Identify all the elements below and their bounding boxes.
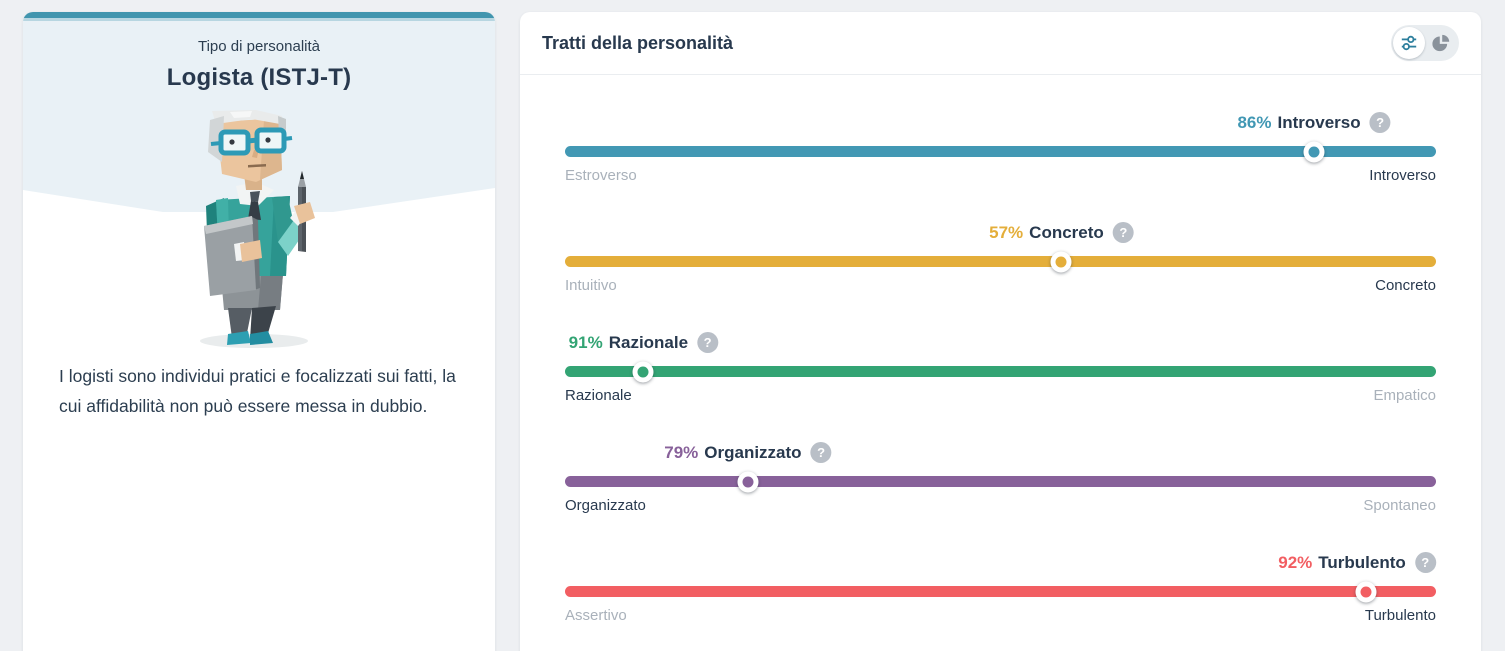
personality-character-illustration xyxy=(200,110,315,348)
trait-percent: 57% xyxy=(989,222,1024,242)
trait-pole-labels: Intuitivo Concreto xyxy=(565,277,1436,294)
help-icon[interactable]: ? xyxy=(810,442,832,463)
personality-description: I logisti sono individui pratici e focal… xyxy=(59,366,456,416)
trait-name: Organizzato xyxy=(704,442,802,462)
trait-name: Introverso xyxy=(1277,112,1361,132)
trait-name: Turbulento xyxy=(1318,552,1406,572)
trait-right-pole-label: Empatico xyxy=(1373,387,1436,404)
help-icon[interactable]: ? xyxy=(1414,552,1436,573)
view-toggle xyxy=(1391,25,1459,61)
trait-left-pole-label: Assertivo xyxy=(565,607,627,624)
sliders-view-button[interactable] xyxy=(1393,27,1425,59)
trait-name: Concreto xyxy=(1029,222,1104,242)
trait-row: 91% Razionale ? Razionale Empatico xyxy=(565,325,1436,435)
trait-pole-labels: Razionale Empatico xyxy=(565,387,1436,404)
trait-slider-knob xyxy=(632,361,654,382)
type-label: Tipo di personalità xyxy=(197,38,320,55)
trait-slider-bar xyxy=(565,471,1436,492)
trait-value-callout: 86% Introverso ? xyxy=(1237,112,1391,133)
trait-rows: 86% Introverso ? Estroverso Introverso 5… xyxy=(520,75,1481,651)
trait-percent: 79% xyxy=(664,442,699,462)
trait-right-pole-label: Introverso xyxy=(1369,167,1436,184)
traits-card-title: Tratti della personalità xyxy=(542,32,734,53)
trait-percent: 86% xyxy=(1237,112,1272,132)
trait-percent: 92% xyxy=(1278,552,1313,572)
personality-hero: Tipo di personalità Logista (ISTJ-T) xyxy=(23,21,495,357)
trait-slider-knob xyxy=(737,471,759,492)
trait-row: 86% Introverso ? Estroverso Introverso xyxy=(565,105,1436,215)
help-icon[interactable]: ? xyxy=(1369,112,1391,133)
trait-row: 79% Organizzato ? Organizzato Spontaneo xyxy=(565,435,1436,545)
trait-left-pole-label: Organizzato xyxy=(565,497,646,514)
trait-slider-knob xyxy=(1303,141,1325,162)
traits-card-header: Tratti della personalità xyxy=(520,12,1481,75)
trait-row: 92% Turbulento ? Assertivo Turbulento xyxy=(565,545,1436,651)
trait-pole-labels: Organizzato Spontaneo xyxy=(565,497,1436,514)
trait-left-pole-label: Intuitivo xyxy=(565,277,617,294)
trait-slider-knob xyxy=(1355,581,1377,602)
help-icon[interactable]: ? xyxy=(1112,222,1134,243)
trait-value-callout: 79% Organizzato ? xyxy=(664,442,832,463)
pie-chart-icon xyxy=(1432,34,1450,52)
trait-right-pole-label: Turbulento xyxy=(1364,607,1436,624)
personality-type-card: Tipo di personalità Logista (ISTJ-T) xyxy=(23,12,495,651)
page-title: Logista (ISTJ-T) xyxy=(166,64,352,91)
sliders-icon xyxy=(1401,35,1417,51)
trait-value-callout: 92% Turbulento ? xyxy=(1278,552,1436,573)
trait-name: Razionale xyxy=(608,332,689,352)
trait-left-pole-label: Razionale xyxy=(565,387,632,404)
trait-slider-knob xyxy=(1050,251,1072,272)
trait-pole-labels: Estroverso Introverso xyxy=(565,167,1436,184)
trait-left-pole-label: Estroverso xyxy=(565,167,637,184)
card-accent-bar xyxy=(23,12,495,18)
trait-value-callout: 91% Razionale ? xyxy=(568,332,719,353)
trait-slider-bar xyxy=(565,251,1436,272)
trait-row: 57% Concreto ? Intuitivo Concreto xyxy=(565,215,1436,325)
card-accent-sub-bar xyxy=(23,18,495,21)
trait-value-callout: 57% Concreto ? xyxy=(989,222,1134,243)
trait-slider-bar xyxy=(565,141,1436,162)
trait-right-pole-label: Spontaneo xyxy=(1363,497,1436,514)
trait-pole-labels: Assertivo Turbulento xyxy=(565,607,1436,624)
help-icon[interactable]: ? xyxy=(697,332,719,353)
trait-right-pole-label: Concreto xyxy=(1375,277,1436,294)
personality-traits-card: Tratti della personalità 86% Introver xyxy=(520,12,1481,651)
trait-slider-bar xyxy=(565,361,1436,382)
trait-slider-bar xyxy=(565,581,1436,602)
trait-percent: 91% xyxy=(568,332,603,352)
pie-view-button[interactable] xyxy=(1425,27,1457,59)
